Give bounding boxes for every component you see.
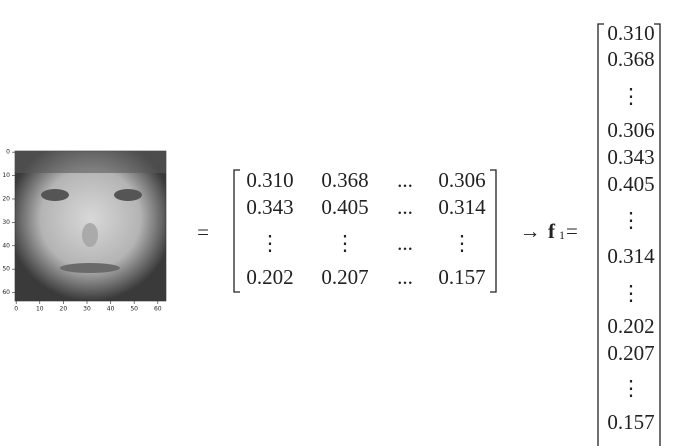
vector-entry: 0.343 xyxy=(607,145,654,169)
matrix-entry: 0.157 xyxy=(438,265,485,289)
vector-brackets xyxy=(597,23,661,446)
vector-entry: ⋮ xyxy=(621,84,642,108)
matrix-entry: 0.207 xyxy=(321,265,368,289)
vector-name: f xyxy=(548,219,556,243)
vector-entry: 0.405 xyxy=(607,172,654,196)
matrix-entry: ⋮ xyxy=(260,231,281,255)
matrix-entry: 0.405 xyxy=(321,195,368,219)
vector-entry: ⋮ xyxy=(621,208,642,232)
x-tick-label: 10 xyxy=(36,306,44,313)
vector-entry: 0.202 xyxy=(607,314,654,338)
vector-entry: 0.314 xyxy=(607,244,655,268)
x-tick-label: 30 xyxy=(83,306,91,313)
x-tick-label: 20 xyxy=(60,306,68,313)
matrix: 0.310 0.368... 0.306 0.343 0.405... 0.314 ⋮ ⋮..… xyxy=(246,168,486,289)
matrix-entry: 0.202 xyxy=(246,265,293,289)
image-axes: 0 10 20 30 40 50 60 0 10 20 30 40 50 60 xyxy=(2,149,161,313)
y-tick-label: 30 xyxy=(2,219,10,226)
x-tick-label: 50 xyxy=(130,306,138,313)
x-tick-label: 0 xyxy=(14,306,18,313)
matrix-entry: ⋮ xyxy=(452,231,473,255)
vector-entry: 0.157 xyxy=(607,410,654,434)
matrix-entry: ⋮ xyxy=(335,231,356,255)
matrix-entry: 0.306 xyxy=(438,168,485,192)
matrix-brackets xyxy=(233,169,497,293)
vector-entry: 0.306 xyxy=(607,118,654,142)
vector-entry: 0.310 xyxy=(607,21,654,45)
matrix-entry: 0.368 xyxy=(321,168,368,192)
matrix-entry: 0.310 xyxy=(246,168,293,192)
vector-entry: ⋮ xyxy=(621,376,642,400)
y-tick-label: 60 xyxy=(2,289,10,296)
matrix-entry: ... xyxy=(397,231,413,255)
equals-sign: = xyxy=(197,220,209,244)
y-tick-label: 20 xyxy=(2,195,10,202)
matrix-entry: ... xyxy=(397,265,413,289)
vector-entry: 0.207 xyxy=(607,341,654,365)
vector-entry: 0.368 xyxy=(607,47,654,71)
x-tick-label: 60 xyxy=(154,306,162,313)
matrix-entry: ... xyxy=(397,168,413,192)
y-tick-label: 0 xyxy=(6,149,10,156)
face-image xyxy=(14,150,167,302)
y-tick-label: 10 xyxy=(2,172,10,179)
vector-entry: ⋮ xyxy=(621,281,642,305)
arrow: → xyxy=(520,219,541,243)
y-tick-label: 40 xyxy=(2,242,10,249)
vector-equals: = xyxy=(566,219,578,243)
y-tick-label: 50 xyxy=(2,266,10,273)
vector-subscript: 1 xyxy=(559,228,565,242)
matrix-entry: 0.343 xyxy=(246,195,293,219)
matrix-entry: 0.314 xyxy=(438,195,486,219)
matrix-entry: ... xyxy=(397,195,413,219)
x-tick-label: 40 xyxy=(107,306,115,313)
